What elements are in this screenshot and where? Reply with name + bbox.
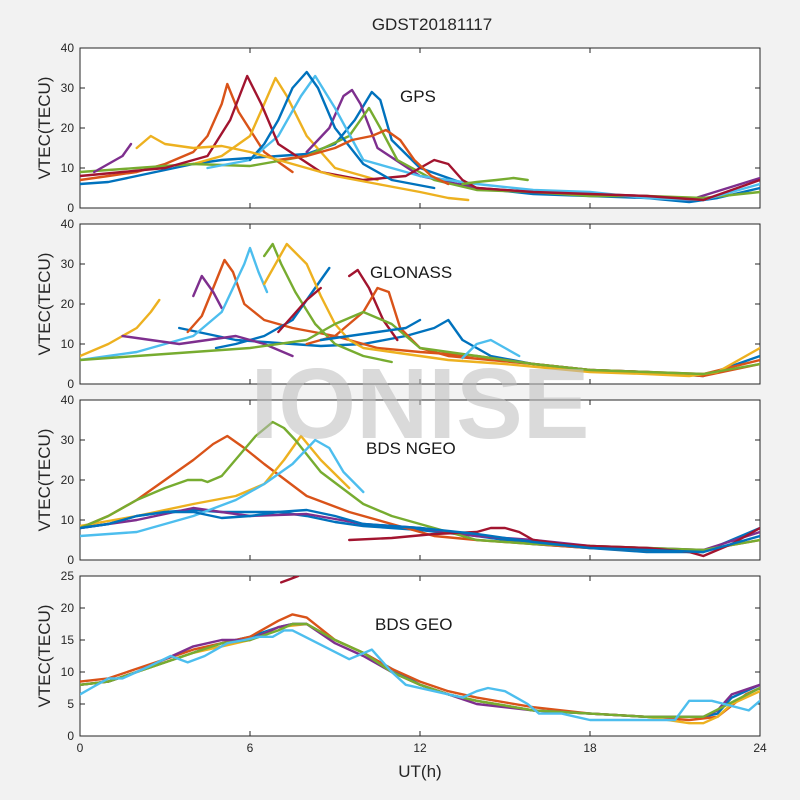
series-line bbox=[135, 134, 470, 202]
x-axis-label: UT(h) bbox=[398, 762, 441, 781]
y-tick-label: 5 bbox=[67, 697, 74, 711]
x-tick-label: 6 bbox=[247, 741, 254, 755]
series-line bbox=[248, 70, 436, 190]
series-line bbox=[461, 176, 529, 186]
panels: 0 10 20 30 40 VTEC(TECU) GPS 0 10 20 30 40 VTEC(TECU… bbox=[35, 41, 767, 755]
series-line bbox=[263, 242, 393, 364]
y-axis-label: VTEC(TECU) bbox=[35, 429, 54, 532]
watermark: IONISE bbox=[251, 348, 590, 460]
x-tick-label: 0 bbox=[77, 741, 84, 755]
y-tick-label: 20 bbox=[61, 297, 75, 311]
panel-annotation: GPS bbox=[400, 87, 436, 106]
series-line bbox=[121, 334, 294, 358]
series-line bbox=[80, 82, 294, 182]
y-tick-label: 40 bbox=[61, 217, 75, 231]
chart-title: GDST20181117 bbox=[372, 15, 492, 34]
y-tick-label: 30 bbox=[61, 433, 75, 447]
series-line bbox=[348, 268, 399, 342]
x-tick-label: 24 bbox=[753, 741, 767, 755]
panel-annotation: BDS NGEO bbox=[366, 439, 456, 458]
y-tick-label: 0 bbox=[67, 729, 74, 743]
series-line bbox=[80, 622, 760, 718]
series-line bbox=[277, 286, 322, 334]
y-tick-label: 10 bbox=[61, 513, 75, 527]
x-tick-label: 12 bbox=[413, 741, 427, 755]
series-line bbox=[277, 128, 450, 186]
y-tick-label: 20 bbox=[61, 121, 75, 135]
series-line bbox=[214, 266, 331, 350]
y-tick-label: 10 bbox=[61, 161, 75, 175]
panel-2: 0 10 20 30 40 VTEC(TECU) BDS NGEO bbox=[35, 393, 761, 567]
y-tick-label: 40 bbox=[61, 393, 75, 407]
y-tick-label: 10 bbox=[61, 665, 75, 679]
series-line bbox=[80, 438, 365, 538]
y-tick-label: 20 bbox=[61, 601, 75, 615]
series-line bbox=[80, 629, 760, 722]
panel-1: 0 10 20 30 40 VTEC(TECU) GLONASS bbox=[35, 217, 761, 391]
series-line bbox=[93, 142, 133, 174]
panel-annotation: BDS GEO bbox=[375, 615, 452, 634]
panel-axes-box bbox=[79, 223, 761, 385]
y-tick-label: 25 bbox=[61, 569, 75, 583]
y-axis-label: VTEC(TECU) bbox=[35, 77, 54, 180]
y-tick-label: 0 bbox=[67, 377, 74, 391]
y-tick-label: 0 bbox=[67, 201, 74, 215]
series-line bbox=[80, 74, 760, 202]
panel-annotation: GLONASS bbox=[370, 263, 452, 282]
series-line bbox=[348, 526, 760, 558]
series-line bbox=[80, 508, 760, 554]
series-group bbox=[80, 70, 760, 204]
series-line bbox=[192, 274, 223, 310]
y-axis-label: VTEC(TECU) bbox=[35, 605, 54, 708]
y-tick-label: 30 bbox=[61, 257, 75, 271]
panel-3: 0 5 10 15 20 25 0 6 12 18 24 VTEC(TECU) BDS GEO bbox=[35, 569, 767, 755]
series-line bbox=[80, 298, 161, 358]
panel-axes-box bbox=[79, 47, 761, 209]
series-line bbox=[80, 310, 760, 376]
series-group bbox=[80, 576, 760, 725]
y-tick-label: 0 bbox=[67, 553, 74, 567]
panel-axes-box bbox=[79, 575, 761, 737]
series-line bbox=[461, 338, 521, 360]
y-tick-label: 20 bbox=[61, 473, 75, 487]
y-tick-label: 10 bbox=[61, 337, 75, 351]
panel-0: 0 10 20 30 40 VTEC(TECU) GPS bbox=[35, 41, 761, 215]
series-line bbox=[206, 74, 760, 202]
x-tick-label: 18 bbox=[583, 741, 597, 755]
series-line bbox=[80, 246, 269, 362]
y-tick-label: 40 bbox=[61, 41, 75, 55]
y-axis-label: VTEC(TECU) bbox=[35, 253, 54, 356]
series-line bbox=[319, 318, 422, 342]
series-line bbox=[80, 420, 760, 552]
y-tick-label: 30 bbox=[61, 81, 75, 95]
series-line bbox=[192, 76, 379, 182]
series-line bbox=[280, 576, 300, 584]
series-group bbox=[80, 242, 760, 378]
y-tick-label: 15 bbox=[61, 633, 75, 647]
series-group bbox=[80, 420, 760, 558]
